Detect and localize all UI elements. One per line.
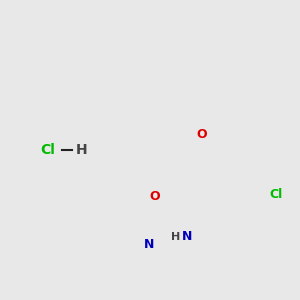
Text: N: N (144, 238, 154, 251)
Circle shape (169, 222, 197, 250)
Text: H: H (171, 232, 181, 242)
Text: H: H (76, 143, 88, 157)
Text: Cl: Cl (269, 188, 283, 200)
Text: N: N (182, 230, 192, 244)
Text: Cl: Cl (40, 143, 56, 157)
Text: O: O (150, 190, 160, 202)
Text: O: O (197, 128, 207, 140)
